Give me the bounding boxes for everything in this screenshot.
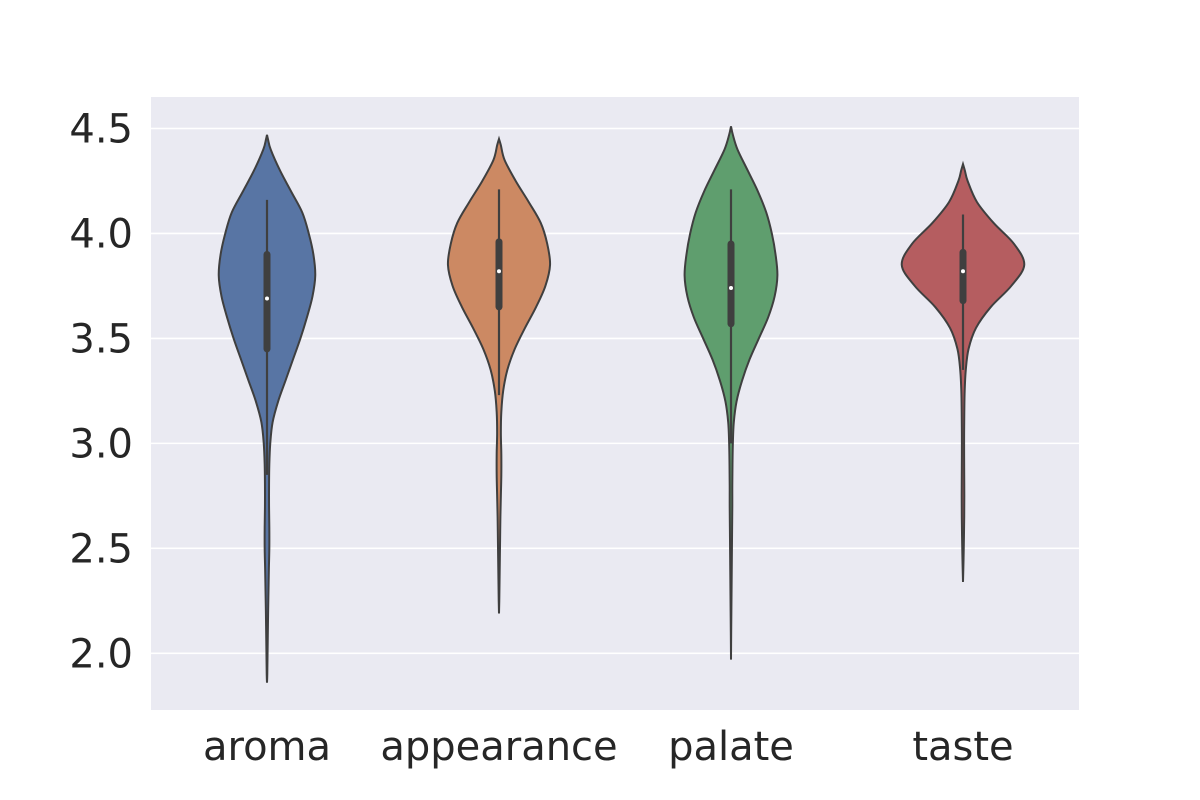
violin-body [900,160,1026,582]
y-tick-label: 3.0 [69,421,133,467]
violin-median-dot [497,269,501,274]
violin-palate [683,126,779,660]
violins [217,126,1026,683]
violin-median-dot [729,286,733,291]
y-tick-labels: 2.0 2.5 3.0 3.5 4.0 4.5 [69,106,133,677]
y-tick-label: 2.5 [69,526,133,572]
x-tick-label: palate [668,724,794,770]
violin-appearance [446,135,552,614]
y-gridlines [151,127,1079,655]
violin-median-dot [265,296,269,301]
y-tick-label: 2.0 [69,631,133,677]
y-tick-label: 4.5 [69,106,133,152]
plot-background [151,97,1079,710]
x-tick-labels: aroma appearance palate taste [203,724,1014,770]
violin-taste [900,160,1026,582]
violin-median-dot [961,269,965,274]
violin-aroma [217,134,317,683]
y-tick-label: 4.0 [69,211,133,257]
y-tick-label: 3.5 [69,316,133,362]
x-tick-label: aroma [203,724,331,770]
x-tick-label: appearance [380,724,617,770]
x-tick-label: taste [912,724,1013,770]
